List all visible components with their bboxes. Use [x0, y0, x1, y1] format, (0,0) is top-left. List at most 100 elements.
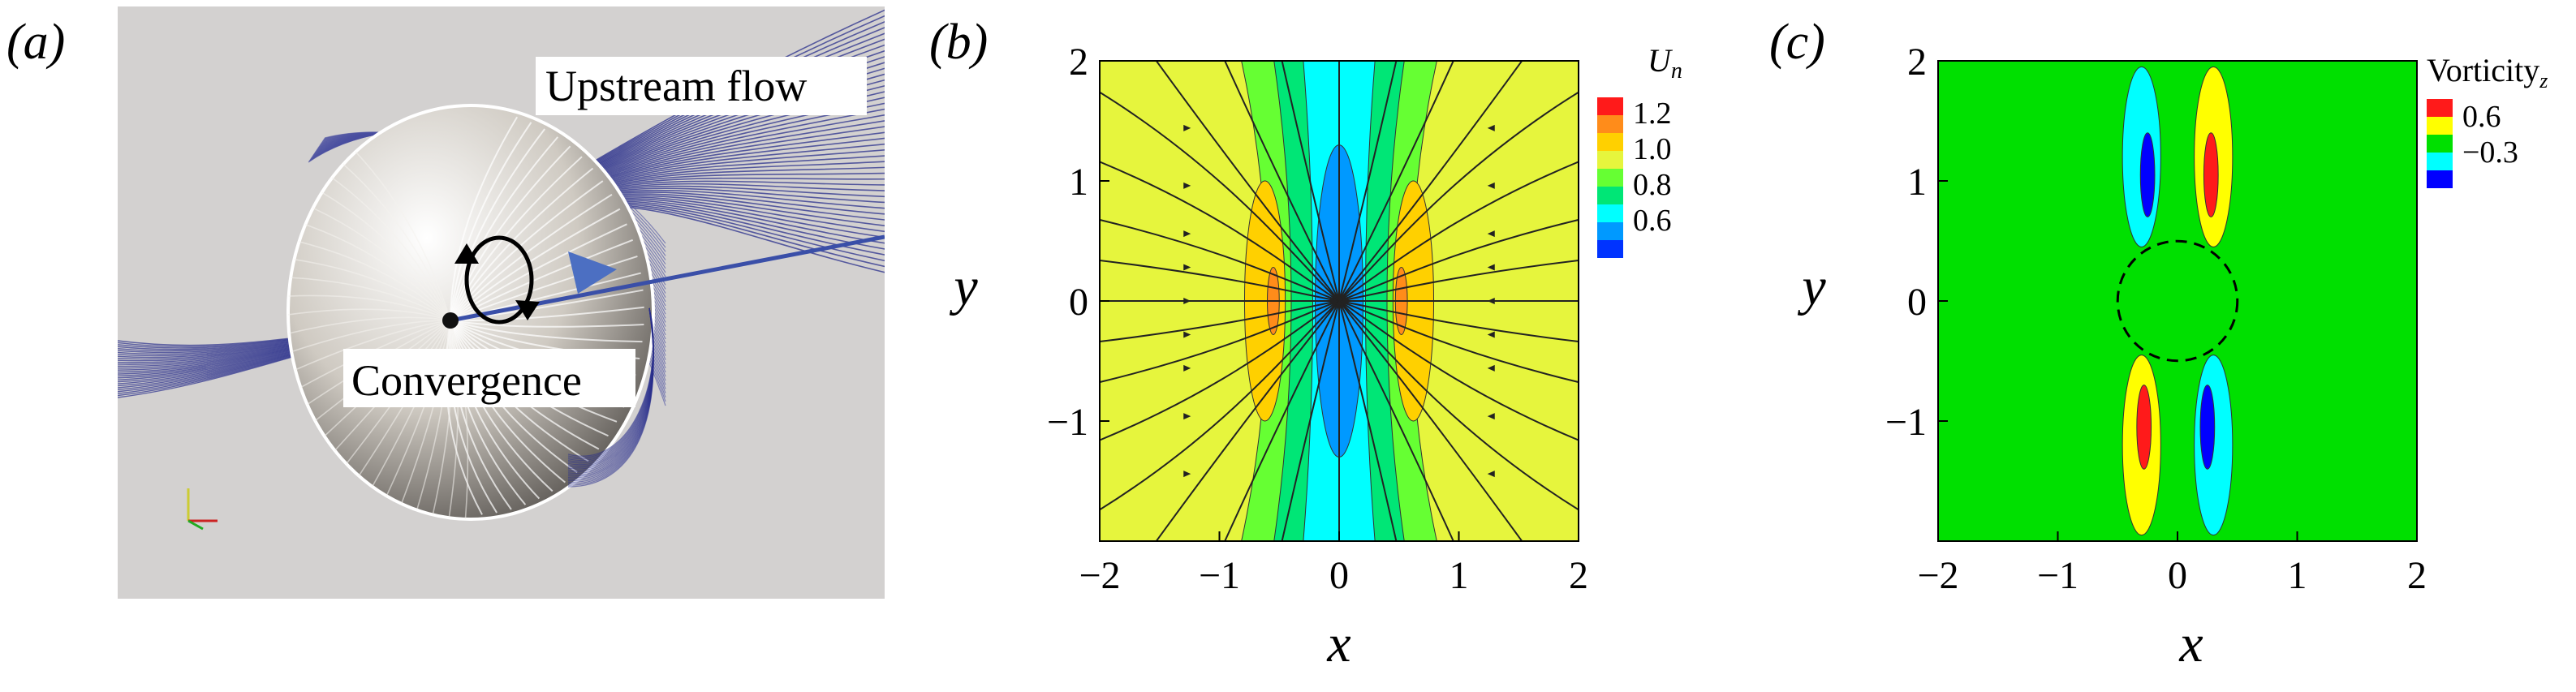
streamline: [1338, 300, 1454, 541]
x-tick-label: −2: [1917, 554, 1958, 597]
streamline-arrow: [1183, 471, 1191, 478]
surface-line: [291, 320, 451, 353]
panel-c-ticks: −2 −1 0 1 2 −1 0 1 2: [1885, 41, 2427, 597]
legend-swatch: [1597, 169, 1623, 187]
front-streamlines: [567, 307, 654, 488]
vorticity-colorbar-legend: Vorticityz 0.6−0.3: [2427, 52, 2548, 188]
surface-line: [450, 193, 613, 321]
convergence-label-box: [343, 349, 635, 407]
legend-swatch: [2427, 170, 2453, 188]
y-tick-label: 0: [1069, 281, 1088, 324]
streamline: [1338, 61, 1398, 302]
streamline-arrow: [1183, 331, 1191, 338]
x-tick-label: 2: [1569, 554, 1588, 597]
x-tick-label: 1: [1450, 554, 1469, 597]
panel-b-xlabel: x: [1326, 614, 1350, 673]
y-tick-label: −1: [1885, 401, 1927, 444]
surface-line: [450, 208, 621, 321]
surface-line: [321, 191, 451, 321]
legend-label: −0.3: [2462, 135, 2518, 170]
surface-line: [450, 128, 545, 321]
surface-line: [299, 320, 451, 389]
surface-line: [450, 320, 644, 328]
surface-line: [299, 241, 451, 321]
contour-background: [1938, 61, 2417, 541]
streamline-arrow: [1487, 471, 1495, 478]
surface-line: [450, 116, 519, 321]
y-tick-label: 2: [1069, 41, 1088, 84]
surface-line: [450, 306, 644, 322]
streamline-arrow: [1183, 364, 1191, 372]
legend-label: 1.2: [1633, 97, 1672, 131]
surface-line: [294, 259, 451, 321]
x-tick-label: −2: [1079, 554, 1120, 597]
streamline-arrow: [1487, 182, 1495, 189]
legend-swatch: [1597, 187, 1623, 204]
sphere-outline-dashed: [2116, 239, 2239, 363]
streamline-arrow: [1183, 298, 1191, 304]
x-tick-label: 1: [2288, 554, 2307, 597]
legend-swatch: [1597, 151, 1623, 169]
panel-c-ylabel: y: [1797, 257, 1826, 316]
y-tick-label: 1: [1069, 161, 1088, 204]
y-tick-label: 0: [1907, 281, 1927, 324]
un-legend-title: Un: [1648, 42, 1682, 84]
surface-line: [450, 223, 627, 321]
streamline-arrow: [1487, 364, 1495, 372]
streamline: [1338, 218, 1579, 302]
legend-swatch: [1597, 222, 1623, 240]
surface-line: [450, 320, 469, 519]
streamline-arrow: [1487, 413, 1495, 420]
contour-region: [2199, 385, 2216, 470]
legend-swatch: [1597, 204, 1623, 222]
panel-c-label: (c): [1769, 15, 1825, 70]
surface-line: [355, 151, 451, 321]
surface-line: [450, 320, 643, 343]
streamline: [1338, 259, 1579, 302]
streamline: [1338, 300, 1579, 384]
panel-b-ylabel: y: [949, 257, 978, 316]
legend-swatch: [1597, 115, 1623, 133]
streamline: [1100, 300, 1340, 441]
legend-swatch: [2427, 99, 2453, 117]
convergence-label: Convergence: [351, 356, 582, 405]
streamline: [1155, 61, 1340, 302]
y-tick-label: 1: [1907, 161, 1927, 204]
convergence-point: [442, 312, 459, 329]
x-tick-label: 0: [1329, 554, 1349, 597]
contour-region: [2203, 132, 2219, 217]
rotation-circle: [464, 235, 534, 325]
legend-swatch: [2427, 135, 2453, 153]
legend-label: 1.0: [1633, 132, 1672, 166]
streamline: [1100, 91, 1340, 302]
surface-line: [312, 207, 451, 321]
streamline: [1224, 300, 1340, 541]
streamline: [1100, 259, 1340, 302]
rotation-arrow-top: [454, 243, 479, 264]
streamline: [1338, 300, 1523, 541]
streamline: [1281, 61, 1340, 302]
surface-line: [305, 223, 451, 321]
streamline: [1338, 300, 1579, 511]
surface-line: [450, 156, 583, 321]
rotation-arrow-bottom: [515, 300, 540, 320]
streamline: [1338, 300, 1398, 541]
upstream-flow-label: Upstream flow: [545, 62, 807, 110]
streamline-arrow: [1183, 413, 1191, 420]
surface-line: [450, 180, 604, 321]
legend-label: 0.6: [1633, 204, 1672, 238]
surface-line: [288, 294, 451, 321]
surface-line: [291, 277, 451, 321]
surface-line: [450, 122, 532, 321]
legend-swatch: [1597, 133, 1623, 151]
streamline-arrow: [1487, 230, 1495, 238]
contour-region: [2139, 132, 2156, 217]
axis-triad-icon: [187, 488, 218, 531]
surface-line: [450, 320, 527, 505]
panel-c-xlabel: x: [2178, 614, 2203, 673]
panel-b-ticks: −2 −1 0 1 2 −1 0 1 2: [1047, 41, 1588, 597]
flow-direction-arrow: [568, 251, 617, 294]
legend-label: 0.6: [2462, 100, 2501, 134]
streamline: [1338, 161, 1579, 302]
surface-line: [287, 308, 451, 321]
